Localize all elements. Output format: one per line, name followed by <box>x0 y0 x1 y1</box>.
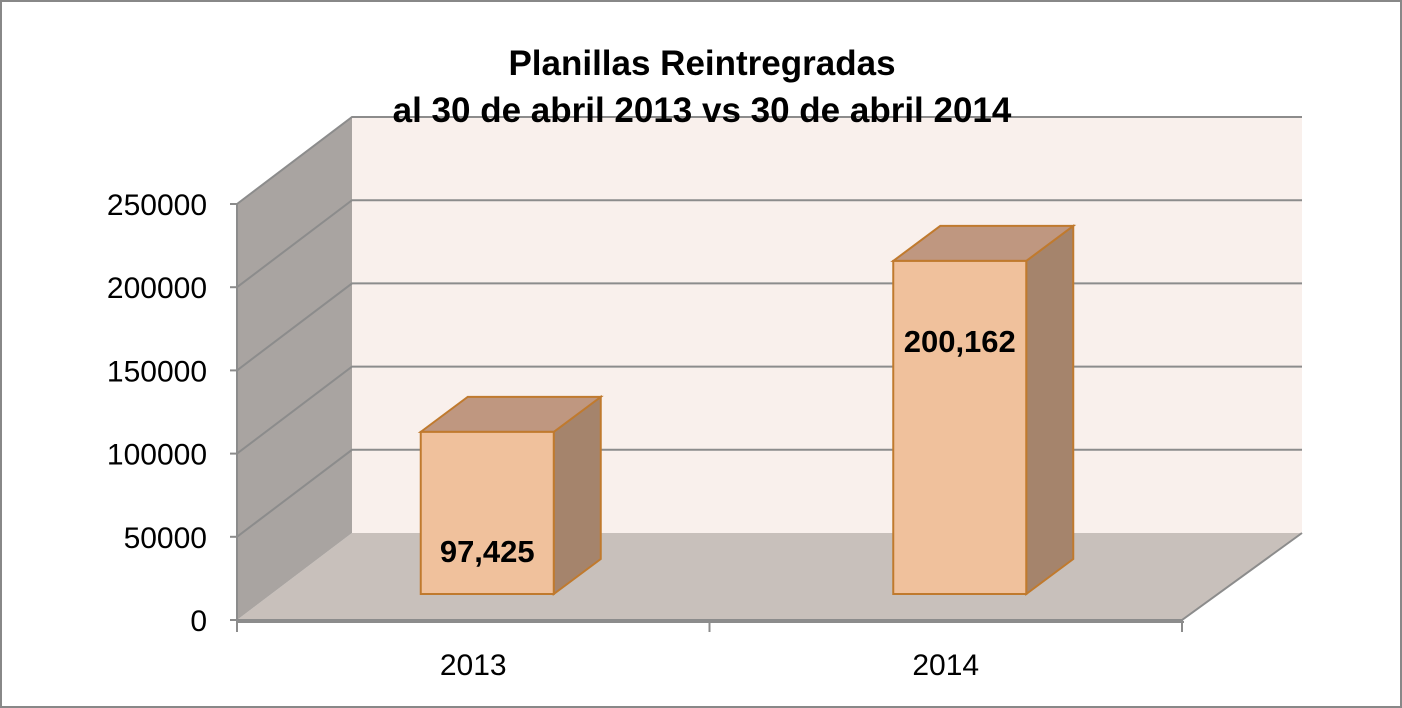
chart-walls <box>237 117 1303 621</box>
bar: 97,425 <box>417 394 604 596</box>
bar-front <box>419 430 555 595</box>
y-tick-label: 200000 <box>107 272 207 305</box>
bars: 97,425 200,162 <box>417 223 1077 596</box>
gridline <box>236 199 1302 288</box>
y-tick-label: 100000 <box>107 439 207 472</box>
y-tick-label: 250000 <box>107 189 207 222</box>
bar-front <box>892 259 1028 595</box>
chart-title: Planillas Reintregradas <box>508 44 895 83</box>
bar-data-label: 200,162 <box>904 324 1016 359</box>
gridline <box>236 116 1302 205</box>
bar-side <box>1025 223 1075 596</box>
x-tick-label: 2014 <box>912 649 979 682</box>
floor <box>237 533 1302 620</box>
axes: 2013 2014 <box>230 203 1184 682</box>
x-tick-label: 2013 <box>440 649 507 682</box>
y-tick-label: 150000 <box>107 355 207 388</box>
side-wall <box>237 117 352 620</box>
chart-subtitle: al 30 de abril 2013 vs 30 de abril 2014 <box>393 91 1012 130</box>
bar-data-label: 97,425 <box>440 534 535 569</box>
y-tick-label: 50000 <box>124 522 207 555</box>
bar: 200,162 <box>890 223 1077 596</box>
y-tick-label: 0 <box>190 605 207 638</box>
